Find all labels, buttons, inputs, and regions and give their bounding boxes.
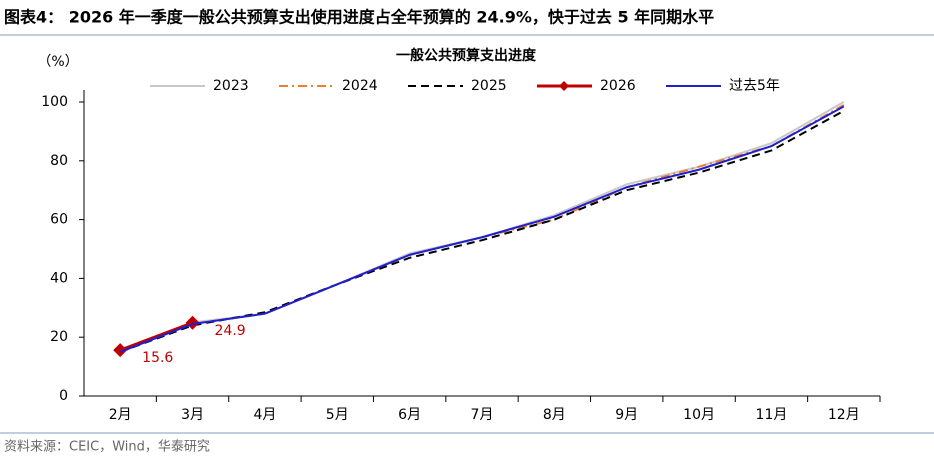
legend-label: 2023 [213, 78, 249, 94]
x-tick-label: 5月 [326, 407, 349, 423]
x-tick-label: 6月 [398, 407, 421, 423]
y-unit: （%） [37, 54, 78, 70]
y-tick-label: 0 [59, 388, 68, 404]
header-title: 图表4： 2026 年一季度一般公共预算支出使用进度占全年预算的 24.9%，快… [4, 8, 714, 27]
series-line [119, 109, 845, 353]
legend-label: 2026 [600, 78, 636, 94]
series-line [119, 101, 845, 353]
source: 资料来源：CEIC，Wind，华泰研究 [4, 440, 210, 455]
y-tick-label: 20 [50, 329, 68, 345]
x-tick-label: 12月 [828, 407, 860, 423]
x-tick-label: 11月 [756, 407, 788, 423]
x-tick-label: 4月 [253, 407, 276, 423]
legend-label: 2025 [471, 78, 507, 94]
data-label: 24.9 [215, 323, 246, 339]
legend-label: 过去5年 [729, 78, 780, 94]
legend-label: 2024 [342, 78, 378, 94]
y-tick-label: 100 [41, 94, 68, 110]
legend-marker [559, 81, 569, 91]
x-tick-label: 8月 [543, 407, 566, 423]
y-tick-label: 80 [50, 153, 68, 169]
data-point [113, 343, 128, 358]
chart-title: 一般公共预算支出进度 [396, 47, 537, 64]
series-line [119, 321, 194, 352]
y-tick-label: 40 [50, 270, 68, 286]
x-tick-label: 7月 [471, 407, 494, 423]
x-tick-label: 3月 [181, 407, 204, 423]
data-label: 15.6 [142, 350, 173, 366]
x-tick-label: 10月 [683, 407, 715, 423]
series-line [119, 104, 845, 352]
y-tick-label: 60 [50, 212, 68, 228]
x-tick-label: 9月 [615, 407, 638, 423]
x-tick-label: 2月 [109, 407, 132, 423]
series-line [119, 105, 845, 353]
